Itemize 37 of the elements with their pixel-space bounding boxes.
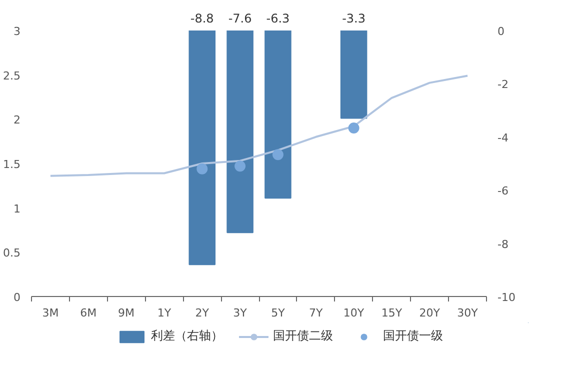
x-tick-label: 7Y: [309, 306, 324, 320]
y-tick-label: 0.5: [3, 246, 21, 260]
legend-label: 利差（右轴）: [151, 328, 223, 344]
y2-tick-label: -6: [498, 184, 508, 198]
data-label: -6.3: [266, 12, 290, 26]
y-tick-label: 0: [14, 291, 20, 304]
y-tick-label: 3: [14, 25, 20, 38]
legend-label: 国开债二级: [273, 328, 333, 344]
x-tick-label: 5Y: [271, 306, 286, 320]
y-tick-label: 2: [14, 114, 20, 127]
x-tick-label: 3Y: [233, 306, 248, 320]
data-label: -3.3: [342, 12, 366, 26]
data-label: -8.8: [190, 12, 214, 26]
x-tick-label: 1Y: [157, 306, 172, 320]
point: [196, 163, 208, 174]
data-label: -7.6: [228, 12, 252, 26]
y2-tick-label: -10: [498, 291, 516, 304]
y2-tick-label: 0: [498, 25, 504, 38]
y-tick-label: 1.5: [3, 158, 21, 171]
y-tick-label: 1: [14, 202, 20, 216]
x-tick-label: 2Y: [195, 306, 210, 320]
y2-tick-label: -8: [498, 238, 508, 251]
y2-tick-label: -2: [498, 78, 508, 92]
x-tick-label: 30Y: [457, 306, 478, 320]
x-tick-label: 6M: [80, 306, 97, 320]
x-tick-label: 15Y: [381, 306, 402, 320]
legend-label: 国开债一级: [383, 328, 443, 344]
line-series: [49, 74, 469, 177]
x-tick-label: 10Y: [343, 306, 364, 320]
y2-tick-label: -4: [498, 131, 508, 144]
x-tick-label: 9M: [118, 306, 135, 320]
y-tick-label: 2.5: [3, 69, 21, 82]
point: [348, 122, 360, 134]
point: [234, 160, 246, 172]
point: [272, 149, 284, 160]
x-tick-label: 3M: [42, 306, 59, 320]
x-tick-label: 20Y: [419, 306, 440, 320]
